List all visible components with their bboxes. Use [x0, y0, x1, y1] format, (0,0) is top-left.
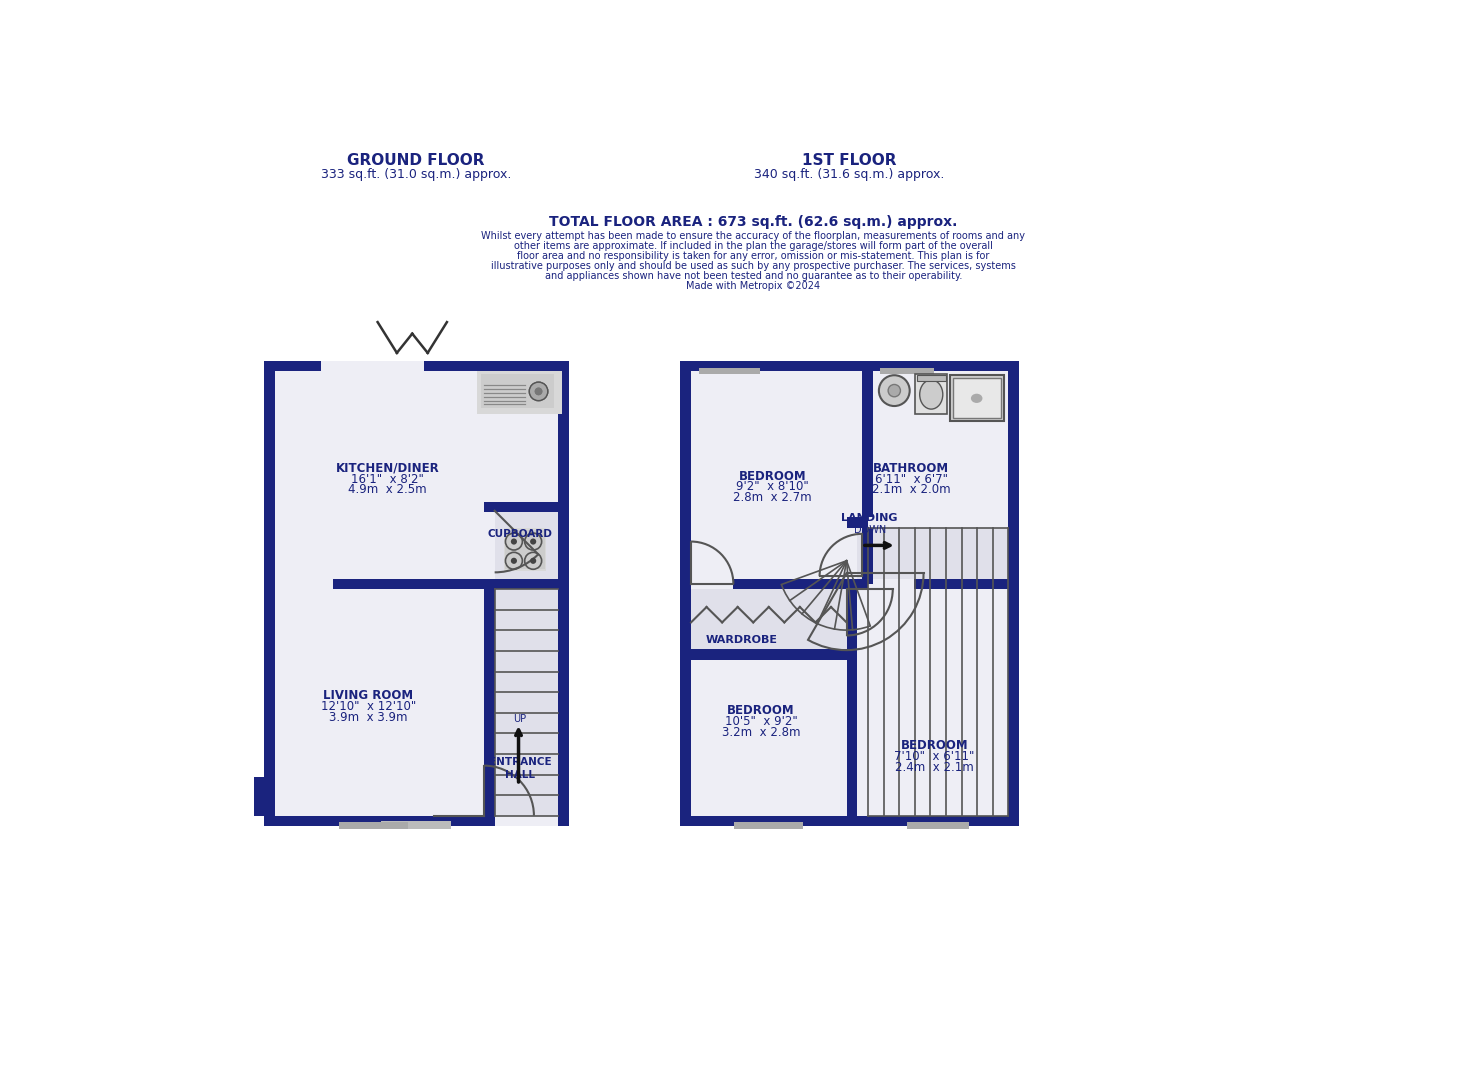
Bar: [484, 584, 494, 826]
Circle shape: [512, 539, 517, 544]
Bar: [914, 374, 947, 414]
Circle shape: [531, 539, 537, 544]
Circle shape: [529, 382, 548, 401]
Bar: [265, 579, 569, 590]
Bar: [681, 361, 691, 826]
Text: 333 sq.ft. (31.0 sq.m.) approx.: 333 sq.ft. (31.0 sq.m.) approx.: [320, 167, 512, 180]
Bar: [857, 584, 1008, 815]
Bar: [494, 815, 557, 826]
Text: ENTRANCE
HALL: ENTRANCE HALL: [488, 757, 551, 780]
Bar: [953, 378, 1001, 418]
Bar: [881, 367, 935, 374]
Bar: [691, 649, 847, 660]
Bar: [950, 375, 1004, 421]
Bar: [340, 822, 409, 828]
Bar: [861, 372, 873, 584]
Text: and appliances shown have not been tested and no guarantee as to their operabili: and appliances shown have not been teste…: [545, 271, 961, 281]
Bar: [484, 501, 569, 512]
Bar: [482, 375, 553, 407]
Bar: [506, 530, 545, 569]
Text: BEDROOM: BEDROOM: [728, 704, 795, 717]
Text: floor area and no responsibility is taken for any error, omission or mis-stateme: floor area and no responsibility is take…: [517, 251, 989, 261]
Circle shape: [512, 557, 517, 564]
Bar: [917, 375, 945, 381]
Bar: [873, 372, 1008, 584]
Bar: [907, 822, 969, 828]
Text: 340 sq.ft. (31.6 sq.m.) approx.: 340 sq.ft. (31.6 sq.m.) approx.: [754, 167, 945, 180]
Circle shape: [879, 375, 910, 406]
Text: DOWN: DOWN: [854, 525, 886, 535]
Text: 6'11"  x 6'7": 6'11" x 6'7": [875, 473, 948, 486]
Bar: [265, 361, 275, 826]
Bar: [557, 361, 569, 826]
Bar: [275, 579, 332, 590]
Text: LIVING ROOM: LIVING ROOM: [323, 689, 413, 702]
Text: 3.2m  x 2.8m: 3.2m x 2.8m: [722, 726, 800, 739]
Text: Whilst every attempt has been made to ensure the accuracy of the floorplan, meas: Whilst every attempt has been made to en…: [481, 231, 1026, 241]
Bar: [322, 361, 423, 372]
Bar: [382, 821, 451, 828]
Bar: [265, 815, 569, 826]
Bar: [691, 372, 873, 584]
Text: illustrative purposes only and should be used as such by any prospective purchas: illustrative purposes only and should be…: [491, 261, 1016, 271]
Bar: [681, 815, 1019, 826]
Text: Made with Metropix ©2024: Made with Metropix ©2024: [686, 281, 820, 291]
Text: other items are approximate. If included in the plan the garage/stores will form: other items are approximate. If included…: [514, 241, 992, 251]
Bar: [504, 528, 547, 571]
Text: GROUND FLOOR: GROUND FLOOR: [347, 153, 485, 167]
Bar: [734, 822, 804, 828]
Text: 16'1"  x 8'2": 16'1" x 8'2": [351, 473, 423, 486]
Bar: [481, 374, 554, 408]
Text: 9'2"  x 8'10": 9'2" x 8'10": [736, 481, 809, 494]
Bar: [254, 778, 265, 815]
Text: 2.4m  x 2.1m: 2.4m x 2.1m: [895, 760, 973, 773]
Circle shape: [535, 388, 542, 395]
Bar: [494, 584, 557, 815]
Bar: [691, 584, 847, 815]
Text: 2.8m  x 2.7m: 2.8m x 2.7m: [734, 491, 811, 504]
Bar: [265, 361, 569, 372]
Text: 7'10"  x 6'11": 7'10" x 6'11": [894, 750, 975, 762]
Circle shape: [529, 382, 548, 401]
Bar: [1008, 361, 1019, 826]
Circle shape: [888, 384, 901, 396]
Bar: [691, 590, 847, 654]
Ellipse shape: [920, 380, 942, 409]
Bar: [698, 367, 760, 374]
Bar: [847, 584, 857, 826]
Bar: [476, 372, 562, 414]
Bar: [481, 374, 554, 408]
Bar: [857, 523, 1008, 584]
Text: 10'5"  x 9'2": 10'5" x 9'2": [725, 715, 797, 728]
Bar: [681, 579, 1019, 590]
Circle shape: [535, 388, 542, 395]
Circle shape: [531, 557, 537, 564]
Text: LANDING: LANDING: [841, 513, 898, 524]
Text: KITCHEN/DINER: KITCHEN/DINER: [335, 462, 440, 475]
Bar: [494, 507, 557, 584]
Text: BEDROOM: BEDROOM: [901, 739, 969, 752]
Text: BATHROOM: BATHROOM: [873, 462, 950, 475]
Text: 1ST FLOOR: 1ST FLOOR: [803, 153, 897, 167]
Text: 12'10"  x 12'10": 12'10" x 12'10": [320, 700, 416, 713]
Bar: [275, 584, 484, 815]
Text: 3.9m  x 3.9m: 3.9m x 3.9m: [329, 711, 407, 724]
Text: TOTAL FLOOR AREA : 673 sq.ft. (62.6 sq.m.) approx.: TOTAL FLOOR AREA : 673 sq.ft. (62.6 sq.m…: [550, 215, 957, 229]
Text: 4.9m  x 2.5m: 4.9m x 2.5m: [348, 484, 426, 497]
Bar: [681, 361, 1019, 372]
Bar: [275, 372, 557, 584]
Bar: [847, 517, 1019, 528]
Text: BEDROOM: BEDROOM: [739, 470, 807, 483]
Ellipse shape: [970, 394, 982, 403]
Text: UP: UP: [513, 714, 526, 724]
Bar: [691, 579, 734, 590]
Text: CUPBOARD: CUPBOARD: [488, 529, 553, 539]
Bar: [869, 579, 914, 590]
Bar: [869, 517, 1008, 528]
Text: WARDROBE: WARDROBE: [706, 635, 778, 645]
Text: 2.1m  x 2.0m: 2.1m x 2.0m: [872, 484, 951, 497]
